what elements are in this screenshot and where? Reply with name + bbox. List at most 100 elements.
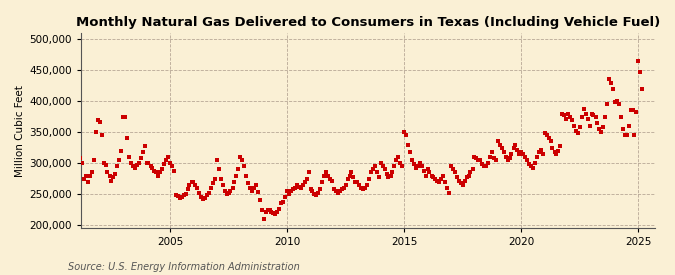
Point — [441, 186, 452, 190]
Point — [313, 191, 323, 195]
Point — [88, 158, 99, 162]
Point — [421, 173, 431, 178]
Point — [504, 156, 515, 160]
Point — [366, 170, 377, 175]
Point — [172, 194, 183, 198]
Point — [520, 155, 531, 159]
Point — [512, 147, 522, 152]
Point — [422, 167, 433, 172]
Point — [608, 87, 618, 91]
Point — [356, 186, 367, 190]
Point — [541, 133, 552, 138]
Point — [244, 186, 255, 190]
Point — [434, 180, 445, 184]
Point — [315, 187, 326, 191]
Point — [393, 155, 404, 159]
Point — [196, 194, 207, 199]
Point — [617, 127, 628, 131]
Point — [399, 130, 410, 134]
Point — [134, 161, 144, 165]
Point — [171, 193, 182, 198]
Point — [233, 167, 244, 172]
Point — [151, 170, 162, 175]
Point — [401, 133, 412, 138]
Point — [377, 164, 388, 169]
Point — [204, 191, 215, 195]
Point — [259, 217, 269, 221]
Point — [516, 150, 526, 154]
Point — [99, 161, 109, 165]
Point — [368, 167, 379, 172]
Point — [104, 173, 115, 178]
Point — [623, 124, 634, 128]
Point — [161, 158, 171, 162]
Point — [479, 164, 489, 169]
Point — [373, 175, 384, 179]
Point — [180, 191, 191, 196]
Point — [397, 164, 408, 169]
Point — [135, 156, 146, 160]
Point — [498, 150, 509, 154]
Point — [327, 178, 338, 183]
Point — [551, 152, 562, 156]
Point — [274, 207, 285, 211]
Point — [92, 118, 103, 122]
Point — [248, 186, 259, 190]
Point — [182, 187, 193, 191]
Point — [582, 116, 593, 121]
Point — [73, 147, 84, 151]
Point — [202, 193, 213, 198]
Point — [475, 158, 486, 162]
Point — [106, 178, 117, 183]
Point — [281, 189, 292, 193]
Point — [465, 170, 476, 175]
Point — [620, 133, 630, 138]
Point — [621, 133, 632, 138]
Point — [438, 173, 449, 178]
Point — [82, 180, 93, 184]
Point — [75, 156, 86, 160]
Point — [155, 170, 165, 175]
Point — [567, 118, 578, 122]
Point — [416, 164, 427, 169]
Point — [102, 170, 113, 175]
Point — [535, 147, 546, 152]
Point — [317, 180, 327, 184]
Point — [471, 156, 482, 160]
Point — [594, 127, 605, 131]
Point — [186, 180, 197, 184]
Point — [352, 180, 362, 184]
Point — [436, 177, 447, 181]
Point — [119, 114, 130, 119]
Point — [126, 161, 136, 165]
Point — [303, 170, 314, 175]
Point — [252, 190, 263, 194]
Point — [518, 152, 529, 156]
Point — [403, 142, 414, 147]
Point — [491, 158, 502, 162]
Point — [510, 142, 521, 147]
Point — [198, 197, 209, 201]
Point — [225, 189, 236, 193]
Point — [389, 164, 400, 169]
Point — [108, 175, 119, 179]
Point — [84, 173, 95, 178]
Point — [305, 187, 316, 191]
Point — [81, 173, 92, 178]
Point — [311, 193, 322, 198]
Point — [207, 181, 218, 185]
Point — [321, 170, 331, 175]
Point — [553, 148, 564, 153]
Point — [213, 167, 224, 172]
Point — [298, 183, 308, 187]
Point — [110, 172, 121, 177]
Point — [354, 183, 364, 187]
Point — [547, 145, 558, 150]
Point — [485, 155, 495, 159]
Point — [256, 207, 267, 212]
Point — [188, 180, 199, 184]
Point — [95, 119, 105, 124]
Point — [333, 191, 344, 195]
Point — [481, 164, 491, 169]
Point — [235, 155, 246, 159]
